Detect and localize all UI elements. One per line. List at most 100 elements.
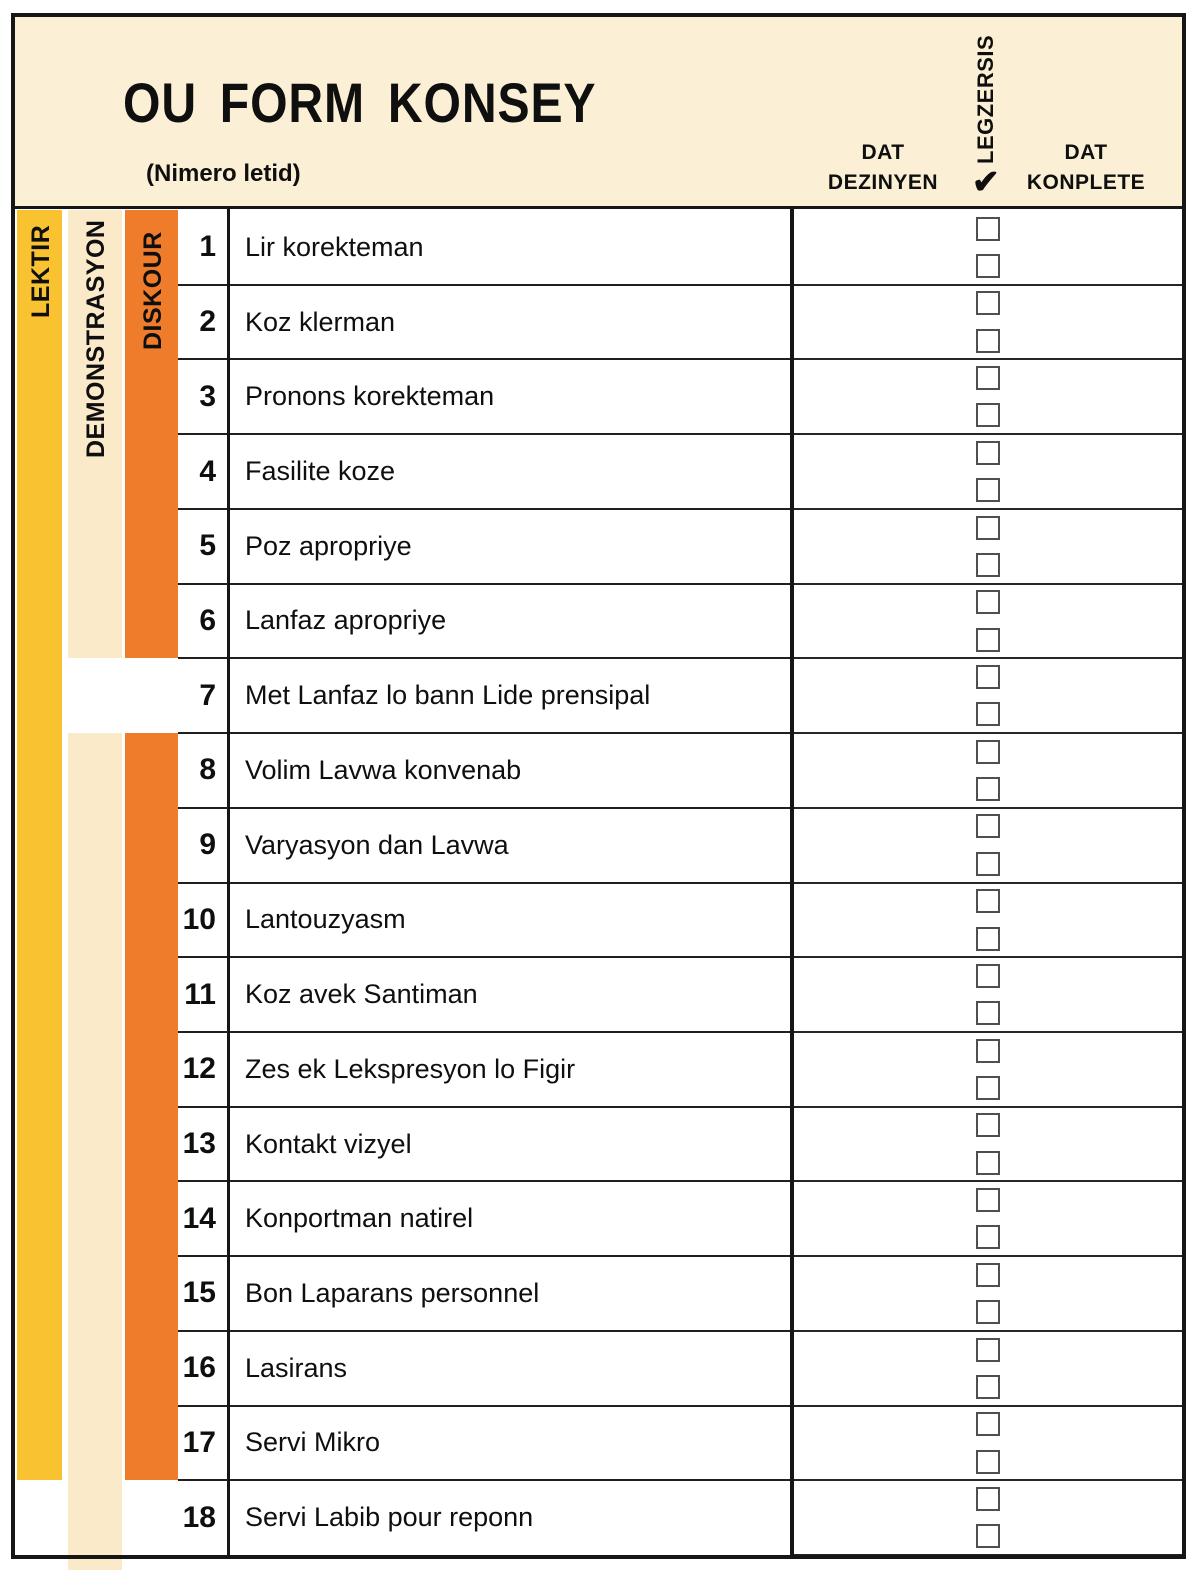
dat-konplete-cell[interactable]	[1004, 285, 1178, 322]
exercise-checkbox[interactable]	[976, 851, 1000, 876]
dat-konplete-cell[interactable]	[1004, 1144, 1178, 1181]
exercise-checkbox[interactable]	[976, 1337, 1000, 1362]
dat-konplete-cell[interactable]	[1004, 1443, 1178, 1480]
dat-dezinyen-cell[interactable]	[798, 1293, 964, 1330]
exercise-checkbox[interactable]	[976, 1262, 1000, 1287]
exercise-checkbox[interactable]	[976, 889, 1000, 914]
dat-dezinyen-cell[interactable]	[798, 696, 964, 733]
dat-dezinyen-cell[interactable]	[798, 995, 964, 1032]
dat-konplete-cell[interactable]	[1004, 995, 1178, 1032]
dat-dezinyen-cell[interactable]	[798, 845, 964, 882]
dat-dezinyen-cell[interactable]	[798, 359, 964, 396]
dat-konplete-cell[interactable]	[1004, 808, 1178, 845]
dat-konplete-cell[interactable]	[1004, 1256, 1178, 1293]
dat-dezinyen-cell[interactable]	[798, 1331, 964, 1368]
dat-dezinyen-cell[interactable]	[798, 1069, 964, 1106]
dat-konplete-cell[interactable]	[1004, 322, 1178, 359]
dat-dezinyen-cell[interactable]	[798, 1107, 964, 1144]
dat-dezinyen-cell[interactable]	[798, 1406, 964, 1443]
dat-konplete-cell[interactable]	[1004, 1107, 1178, 1144]
dat-konplete-cell[interactable]	[1004, 1293, 1178, 1330]
exercise-checkbox[interactable]	[976, 366, 1000, 391]
dat-konplete-cell[interactable]	[1004, 247, 1178, 284]
exercise-checkbox[interactable]	[976, 1300, 1000, 1325]
dat-konplete-cell[interactable]	[1004, 359, 1178, 396]
exercise-checkbox[interactable]	[976, 254, 1000, 279]
exercise-checkbox[interactable]	[976, 1075, 1000, 1100]
dat-dezinyen-cell[interactable]	[798, 397, 964, 434]
exercise-checkbox[interactable]	[976, 1150, 1000, 1175]
exercise-checkbox[interactable]	[976, 216, 1000, 241]
dat-dezinyen-cell[interactable]	[798, 1219, 964, 1256]
dat-dezinyen-cell[interactable]	[798, 733, 964, 770]
exercise-checkbox[interactable]	[976, 1524, 1000, 1549]
dat-dezinyen-cell[interactable]	[798, 1144, 964, 1181]
dat-konplete-cell[interactable]	[1004, 1406, 1178, 1443]
dat-konplete-cell[interactable]	[1004, 957, 1178, 994]
dat-dezinyen-cell[interactable]	[798, 434, 964, 471]
dat-dezinyen-cell[interactable]	[798, 770, 964, 807]
exercise-checkbox[interactable]	[976, 1001, 1000, 1026]
exercise-checkbox[interactable]	[976, 1449, 1000, 1474]
dat-dezinyen-cell[interactable]	[798, 1256, 964, 1293]
dat-konplete-cell[interactable]	[1004, 658, 1178, 695]
dat-dezinyen-cell[interactable]	[798, 920, 964, 957]
exercise-checkbox[interactable]	[976, 702, 1000, 727]
dat-dezinyen-cell[interactable]	[798, 472, 964, 509]
exercise-checkbox[interactable]	[976, 963, 1000, 988]
dat-dezinyen-cell[interactable]	[798, 1518, 964, 1555]
dat-dezinyen-cell[interactable]	[798, 1443, 964, 1480]
dat-dezinyen-cell[interactable]	[798, 808, 964, 845]
exercise-checkbox[interactable]	[976, 1188, 1000, 1213]
dat-konplete-cell[interactable]	[1004, 696, 1178, 733]
dat-dezinyen-cell[interactable]	[798, 247, 964, 284]
dat-konplete-cell[interactable]	[1004, 883, 1178, 920]
dat-dezinyen-cell[interactable]	[798, 322, 964, 359]
dat-konplete-cell[interactable]	[1004, 584, 1178, 621]
dat-dezinyen-cell[interactable]	[798, 509, 964, 546]
dat-konplete-cell[interactable]	[1004, 210, 1178, 247]
dat-konplete-cell[interactable]	[1004, 1368, 1178, 1405]
dat-dezinyen-cell[interactable]	[798, 658, 964, 695]
exercise-checkbox[interactable]	[976, 777, 1000, 802]
dat-konplete-cell[interactable]	[1004, 1480, 1178, 1517]
exercise-checkbox[interactable]	[976, 926, 1000, 951]
dat-dezinyen-cell[interactable]	[798, 285, 964, 322]
dat-konplete-cell[interactable]	[1004, 733, 1178, 770]
exercise-checkbox[interactable]	[976, 515, 1000, 540]
dat-konplete-cell[interactable]	[1004, 920, 1178, 957]
dat-konplete-cell[interactable]	[1004, 1518, 1178, 1555]
dat-konplete-cell[interactable]	[1004, 1331, 1178, 1368]
exercise-checkbox[interactable]	[976, 552, 1000, 577]
dat-konplete-cell[interactable]	[1004, 845, 1178, 882]
dat-konplete-cell[interactable]	[1004, 1181, 1178, 1218]
dat-konplete-cell[interactable]	[1004, 397, 1178, 434]
dat-konplete-cell[interactable]	[1004, 472, 1178, 509]
exercise-checkbox[interactable]	[976, 665, 1000, 689]
exercise-checkbox[interactable]	[976, 590, 1000, 615]
exercise-checkbox[interactable]	[976, 1038, 1000, 1063]
exercise-checkbox[interactable]	[976, 1113, 1000, 1138]
dat-konplete-cell[interactable]	[1004, 1069, 1178, 1106]
dat-konplete-cell[interactable]	[1004, 509, 1178, 546]
exercise-checkbox[interactable]	[976, 403, 1000, 428]
exercise-checkbox[interactable]	[976, 1225, 1000, 1250]
dat-dezinyen-cell[interactable]	[798, 584, 964, 621]
exercise-checkbox[interactable]	[976, 814, 1000, 839]
dat-dezinyen-cell[interactable]	[798, 883, 964, 920]
dat-dezinyen-cell[interactable]	[798, 1181, 964, 1218]
exercise-checkbox[interactable]	[976, 739, 1000, 764]
dat-konplete-cell[interactable]	[1004, 1032, 1178, 1069]
dat-dezinyen-cell[interactable]	[798, 1480, 964, 1517]
exercise-checkbox[interactable]	[976, 478, 1000, 503]
exercise-checkbox[interactable]	[976, 440, 1000, 465]
exercise-checkbox[interactable]	[976, 627, 1000, 652]
dat-konplete-cell[interactable]	[1004, 770, 1178, 807]
dat-dezinyen-cell[interactable]	[798, 546, 964, 583]
dat-dezinyen-cell[interactable]	[798, 957, 964, 994]
dat-dezinyen-cell[interactable]	[798, 210, 964, 247]
exercise-checkbox[interactable]	[976, 328, 1000, 353]
exercise-checkbox[interactable]	[976, 1374, 1000, 1399]
dat-konplete-cell[interactable]	[1004, 621, 1178, 658]
dat-konplete-cell[interactable]	[1004, 546, 1178, 583]
